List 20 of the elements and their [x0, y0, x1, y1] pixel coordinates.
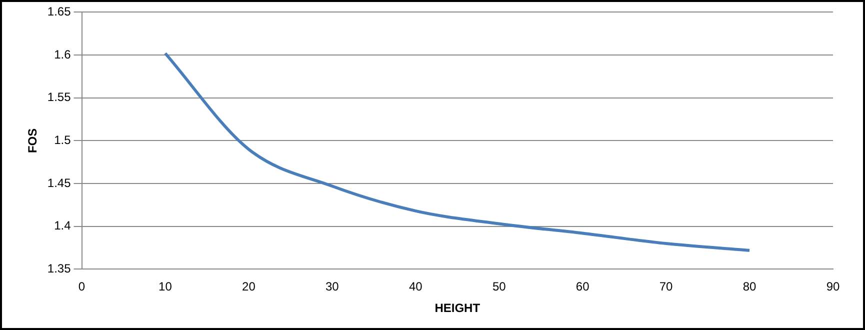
x-tick-label: 20	[242, 280, 256, 294]
y-tick-label: 1.65	[47, 4, 72, 19]
y-axis-title: FOS	[26, 128, 40, 154]
x-tick-label: 80	[742, 280, 757, 294]
x-tick-label: 60	[576, 280, 590, 294]
x-tick-label: 40	[408, 280, 423, 294]
x-axis-title: HEIGHT	[434, 301, 481, 316]
y-tick-label: 1.5	[54, 133, 72, 148]
x-tick-label: 0	[78, 280, 86, 294]
x-tick-label: 90	[826, 280, 840, 294]
x-tick-label: 30	[325, 280, 340, 294]
line-series	[164, 52, 752, 252]
y-tick-label: 1.4	[54, 218, 72, 233]
x-tick-label: 10	[158, 280, 172, 294]
x-tick-label: 70	[659, 280, 674, 294]
y-tick-label: 1.6	[54, 47, 72, 62]
y-tick-label: 1.45	[47, 176, 72, 190]
y-tick-label: 1.55	[47, 90, 72, 104]
y-tick-label: 1.35	[47, 262, 72, 276]
x-tick-label: 50	[492, 280, 506, 294]
